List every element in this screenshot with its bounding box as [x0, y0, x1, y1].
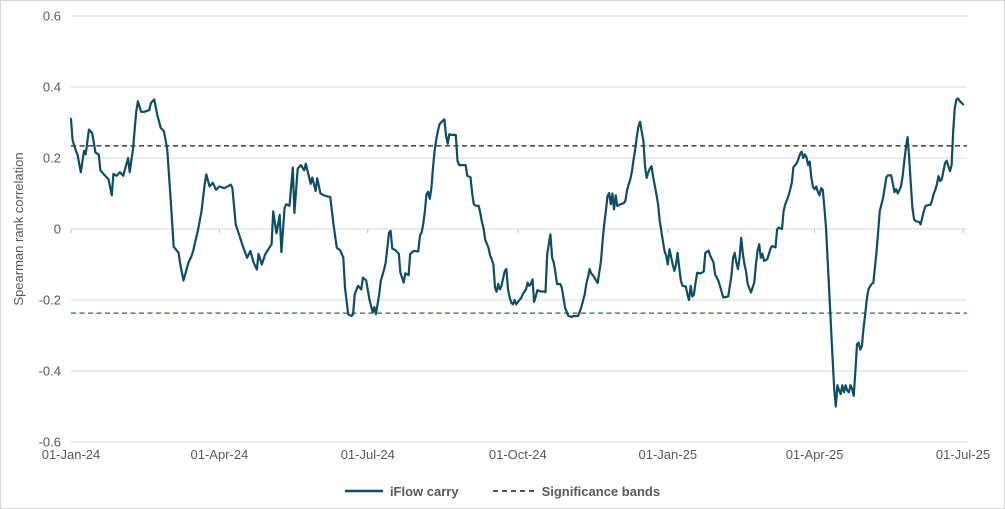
- correlation-chart: 0.6 0.4 0.2 0 -0.2 -0.4 -0.601-Jan-24 01-Apr-24…: [11, 9, 990, 463]
- x-tick-label: 01-Apr-24: [190, 447, 248, 462]
- legend-label-series: iFlow carry: [389, 483, 459, 499]
- x-tick-label: 01-Apr-25: [786, 447, 844, 462]
- legend-item-significance-bands: Significance bands: [492, 483, 661, 499]
- y-tick-label: -0.2: [39, 293, 61, 308]
- x-tick-label: 01-Jul-25: [936, 447, 990, 462]
- y-tick-label: -0.4: [39, 364, 61, 379]
- y-tick-label: -0.6: [39, 435, 61, 450]
- x-tick-label: 01-Oct-24: [489, 447, 547, 462]
- legend-item-iflow-carry: iFlow carry: [344, 483, 459, 499]
- iflow-carry-line: [69, 97, 965, 408]
- y-tick-label: 0: [54, 222, 61, 237]
- chart-legend: iFlow carry Significance bands: [1, 475, 1004, 507]
- x-tick-label: 01-Jul-24: [341, 447, 395, 462]
- y-tick-label: 0.2: [43, 151, 61, 166]
- solid-line-swatch-icon: [344, 489, 383, 493]
- y-tick-label: 0.4: [43, 80, 61, 95]
- legend-label-bands: Significance bands: [541, 483, 661, 499]
- y-tick-label: 0.6: [43, 9, 61, 24]
- dashed-line-swatch-icon: [492, 490, 535, 492]
- x-tick-label: 01-Jan-25: [639, 447, 698, 462]
- y-axis-title: Spearman rank correlation: [11, 152, 26, 305]
- x-tick-label: 01-Jan-24: [42, 447, 101, 462]
